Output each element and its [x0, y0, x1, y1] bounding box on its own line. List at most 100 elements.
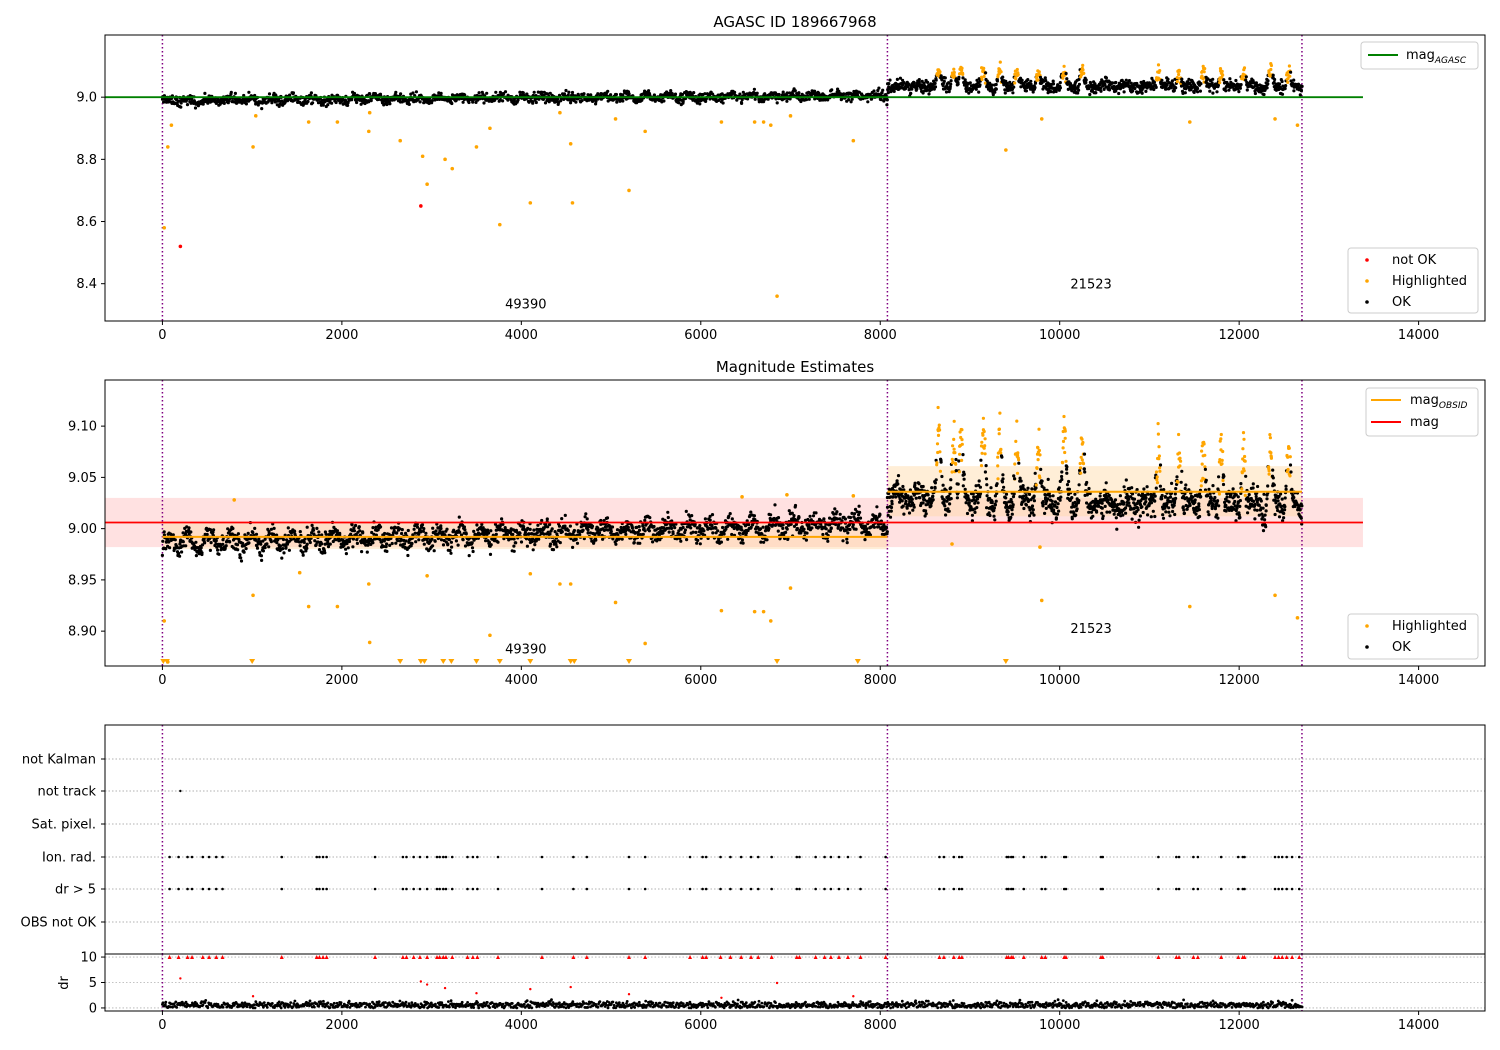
- middle-ok-point: [226, 527, 230, 531]
- middle-ok-point: [463, 528, 467, 532]
- top-highlighted-outlier: [851, 138, 856, 143]
- top-ok-point: [503, 90, 508, 94]
- middle-ok-point: [730, 532, 734, 537]
- middle-ok-point: [548, 542, 553, 546]
- middle-ok-point: [691, 530, 695, 534]
- middle-ok-point: [652, 524, 656, 529]
- top-ok-point: [1152, 80, 1156, 84]
- top-not-ok-point: [419, 204, 423, 208]
- top-highlighted-point: [1218, 81, 1222, 85]
- top-highlighted-point: [1062, 64, 1066, 68]
- top-highlighted-point: [982, 66, 986, 70]
- top-ok-point: [922, 81, 926, 85]
- middle-ok-point: [458, 530, 462, 534]
- middle-ok-point: [926, 493, 930, 497]
- middle-highlighted-point: [960, 428, 964, 432]
- middle-ok-point: [261, 549, 265, 553]
- middle-ok-point: [247, 541, 251, 545]
- middle-ok-point: [1058, 498, 1062, 502]
- top-ok-point: [943, 76, 947, 80]
- middle-ok-point: [941, 483, 945, 487]
- top-ok-point: [929, 82, 933, 86]
- middle-highlighted-point: [951, 444, 955, 448]
- middle-ok-point: [415, 525, 420, 529]
- middle-highlighted-point: [1080, 437, 1084, 441]
- middle-highlighted-point: [996, 455, 1000, 459]
- middle-ok-point: [804, 538, 809, 542]
- middle-ok-point: [1019, 479, 1023, 483]
- middle-ok-point: [784, 530, 788, 535]
- top-ok-point: [193, 106, 198, 110]
- top-ok-point: [879, 98, 883, 102]
- middle-ok-point: [196, 546, 200, 550]
- top-ok-point: [949, 82, 953, 86]
- top-ok-point: [569, 101, 573, 105]
- middle-ok-point: [698, 542, 702, 546]
- top-highlighted-point: [1288, 74, 1292, 78]
- top-highlighted-outlier: [306, 120, 311, 124]
- middle-ok-point: [352, 529, 356, 533]
- middle-ok-point: [1060, 474, 1064, 479]
- middle-ok-point: [518, 531, 522, 535]
- top-ok-point: [1280, 92, 1285, 96]
- middle-ok-point: [202, 538, 206, 542]
- top-ok-point: [373, 92, 377, 96]
- middle-ok-point: [824, 527, 828, 531]
- top-ok-point: [1041, 87, 1045, 91]
- top-ok-point: [876, 88, 880, 93]
- top-ok-point: [311, 101, 315, 105]
- middle-ok-point: [187, 526, 191, 530]
- top-ok-point: [160, 97, 165, 101]
- middle-ok-point: [489, 529, 493, 533]
- middle-ok-point: [643, 529, 647, 533]
- middle-ok-point: [422, 527, 426, 531]
- middle-ok-point: [555, 545, 559, 549]
- middle-ok-point: [245, 538, 249, 542]
- middle-ok-point: [1032, 499, 1036, 503]
- middle-ok-point: [232, 537, 236, 541]
- middle-ok-point: [1057, 486, 1061, 490]
- top-ok-point: [1183, 91, 1187, 95]
- top-ok-point: [556, 97, 560, 101]
- middle-ok-point: [717, 538, 721, 542]
- middle-ok-point: [939, 460, 943, 464]
- middle-ok-point: [289, 538, 293, 542]
- middle-ok-point: [184, 532, 188, 536]
- middle-ok-point: [512, 544, 516, 548]
- middle-ok-point: [851, 523, 855, 527]
- middle-highlighted-point: [980, 451, 984, 455]
- top-ok-point: [1208, 89, 1212, 93]
- middle-ok-point: [383, 537, 387, 541]
- middle-ok-point: [967, 501, 971, 505]
- top-highlighted-outlier: [627, 188, 631, 193]
- top-legend-line: magAGASC: [1360, 41, 1479, 70]
- top-ok-point: [1266, 79, 1270, 83]
- top-highlighted-outlier: [367, 110, 372, 115]
- top-ok-point: [927, 92, 931, 96]
- middle-highlighted-point: [954, 462, 958, 466]
- middle-ok-point: [740, 538, 745, 542]
- top-ok-point: [485, 91, 489, 95]
- top-ok-point: [494, 90, 498, 94]
- middle-highlighted-point: [1081, 440, 1085, 445]
- top-ok-point: [378, 92, 383, 96]
- top-ok-point: [877, 86, 881, 90]
- top-ytick-label: 9.0: [76, 91, 97, 106]
- middle-ok-point: [1056, 502, 1060, 506]
- middle-ok-point: [414, 540, 418, 544]
- middle-ok-point: [184, 544, 188, 548]
- middle-ok-point: [383, 531, 387, 536]
- middle-highlighted-point: [1036, 458, 1040, 462]
- top-ok-point: [766, 97, 770, 101]
- middle-ok-point: [961, 484, 965, 488]
- middle-ok-point: [638, 541, 642, 545]
- top-ok-point: [580, 99, 584, 103]
- middle-ok-point: [509, 529, 513, 534]
- middle-ok-point: [802, 527, 806, 531]
- top-ok-point: [1272, 80, 1276, 84]
- top-highlighted-point: [983, 81, 988, 85]
- middle-ok-point: [765, 538, 769, 542]
- middle-ok-point: [605, 516, 610, 520]
- middle-highlighted-point: [938, 450, 942, 454]
- middle-ok-point: [1000, 480, 1005, 484]
